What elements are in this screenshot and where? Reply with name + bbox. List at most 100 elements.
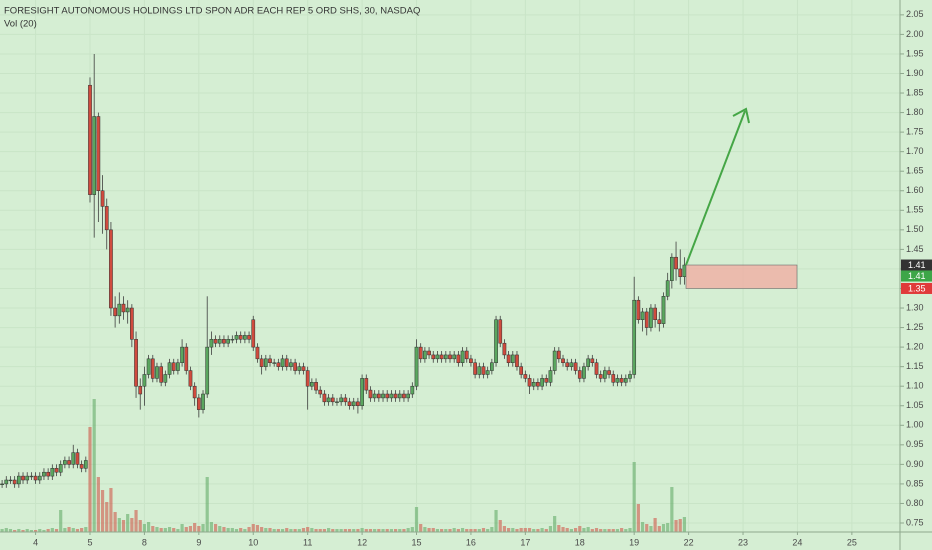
volume-bar [527, 528, 532, 532]
volume-bar [180, 524, 184, 532]
volume-bar [218, 526, 222, 532]
candle-body [167, 362, 172, 375]
volume-bar [343, 529, 347, 532]
volume-bar [184, 527, 188, 532]
candle-body [414, 346, 419, 387]
candle-body [519, 366, 524, 375]
candle-body [96, 116, 101, 192]
volume-bar [444, 529, 448, 532]
candle-body [623, 378, 628, 383]
volume-bar [615, 529, 620, 532]
candle-body [477, 366, 482, 375]
y-tick-label: 2.05 [906, 9, 924, 19]
candle-body [92, 116, 97, 195]
volume-bar [381, 529, 385, 532]
axes: 0.75 0.80 0.85 0.90 0.95 1.00 1.05 1.10 1.15 1.20… [33, 9, 932, 547]
candle-body [79, 464, 84, 469]
volume-bar [239, 528, 243, 532]
price-tag [901, 282, 932, 294]
volume-bar [109, 488, 113, 532]
candle-body [376, 393, 381, 399]
volume-bar [678, 519, 682, 532]
candle-body [460, 350, 465, 363]
price-tag-label: 1.35 [908, 283, 926, 293]
candle-body [201, 393, 205, 410]
candle-body [104, 206, 109, 231]
volume-bar [105, 502, 109, 532]
volume-bar [657, 526, 661, 532]
y-tick-label: 1.20 [906, 341, 924, 351]
volume-bar [80, 528, 84, 532]
volume-bar [548, 526, 553, 532]
candle-body [502, 342, 507, 356]
y-tick-label: 2.00 [906, 29, 924, 39]
volume-bar [431, 528, 435, 532]
volume-bar [561, 527, 565, 532]
candle-body [657, 319, 662, 324]
volume-bar [29, 530, 33, 532]
volume-bar [398, 529, 402, 532]
volume-bar [674, 520, 678, 532]
volume-bar [88, 427, 92, 532]
volume-bar [138, 520, 142, 532]
candle-body [481, 366, 486, 375]
candle-body [565, 362, 570, 367]
candle-body [372, 393, 377, 399]
candle-body [109, 229, 113, 309]
candle-body [289, 362, 293, 367]
volume-bar [632, 462, 636, 532]
volume-bar [519, 528, 523, 532]
candle-body [113, 307, 117, 317]
y-tick-label: 1.00 [906, 420, 924, 430]
volume-bar [130, 518, 134, 532]
candle-body [347, 401, 352, 406]
candle-body [536, 382, 540, 387]
volume-bar [590, 529, 594, 532]
candle-body [410, 385, 415, 395]
volume-bar [573, 528, 578, 532]
target-zone [685, 264, 798, 289]
y-tick-label: 1.45 [906, 244, 924, 254]
candle-body [121, 303, 126, 313]
volume-bar [636, 504, 640, 532]
candle-body [297, 366, 302, 371]
volume-bar [406, 528, 410, 532]
candle-body [544, 378, 549, 383]
volume-bar [670, 487, 674, 532]
candle-body [640, 311, 645, 320]
y-tick-label: 0.90 [906, 459, 924, 469]
candle-body [653, 307, 657, 320]
candle-body [184, 346, 189, 371]
volume-bar [54, 529, 59, 532]
candle-body [644, 311, 649, 328]
volume-bar [440, 529, 444, 532]
candle-body [473, 362, 477, 375]
candle-body [276, 362, 281, 367]
candle-body [506, 354, 511, 363]
candle-body [134, 339, 138, 387]
candle-body [29, 475, 34, 478]
candle-body [351, 401, 356, 406]
volume-bar [389, 529, 393, 532]
candle-body [251, 319, 256, 348]
candle-body [125, 307, 130, 313]
volume-bar [540, 528, 544, 532]
volume-bar [96, 477, 100, 532]
volume-bar [155, 527, 159, 532]
x-tick-label: 23 [738, 537, 748, 547]
y-tick-label: 1.95 [906, 48, 924, 58]
volume-bar [498, 520, 502, 532]
volume-bar [640, 522, 645, 532]
volume-bar [234, 529, 239, 532]
volume-bar [38, 529, 42, 532]
candle-body [397, 393, 402, 399]
x-tick-label: 16 [466, 537, 476, 547]
volume-bar [356, 529, 360, 532]
candle-body [494, 319, 498, 363]
candle-body [67, 460, 71, 465]
volume-bar [33, 530, 38, 532]
candle-body [548, 370, 553, 383]
candle-body [155, 366, 159, 379]
candle-body [510, 354, 515, 363]
